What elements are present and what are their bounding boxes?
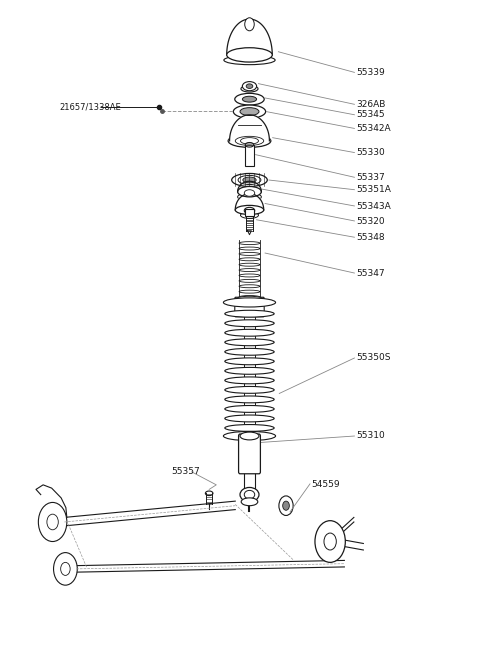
Ellipse shape (225, 358, 274, 365)
Ellipse shape (235, 93, 264, 105)
Ellipse shape (239, 269, 260, 271)
Polygon shape (229, 115, 269, 141)
Ellipse shape (225, 339, 274, 346)
FancyBboxPatch shape (244, 433, 255, 491)
Text: 55310: 55310 (356, 432, 385, 440)
Text: 55330: 55330 (356, 148, 385, 157)
Text: 55347: 55347 (356, 269, 385, 278)
Ellipse shape (241, 498, 258, 506)
Ellipse shape (228, 135, 271, 147)
Ellipse shape (225, 396, 274, 403)
Text: 55342A: 55342A (356, 124, 391, 133)
Ellipse shape (245, 143, 254, 147)
Ellipse shape (225, 377, 274, 384)
Ellipse shape (238, 187, 261, 197)
Polygon shape (235, 194, 264, 210)
Ellipse shape (225, 367, 274, 374)
Circle shape (38, 503, 67, 541)
Circle shape (283, 501, 289, 510)
Ellipse shape (239, 274, 260, 277)
Text: 55351A: 55351A (356, 185, 391, 194)
Ellipse shape (239, 296, 260, 298)
Text: 55337: 55337 (356, 173, 385, 182)
FancyBboxPatch shape (239, 428, 260, 441)
Polygon shape (227, 19, 272, 55)
Ellipse shape (225, 405, 274, 413)
Ellipse shape (232, 173, 267, 187)
Ellipse shape (239, 279, 260, 283)
Ellipse shape (242, 81, 257, 91)
Ellipse shape (246, 84, 253, 89)
Circle shape (279, 496, 293, 516)
Ellipse shape (227, 48, 272, 62)
Ellipse shape (225, 386, 274, 394)
Ellipse shape (225, 348, 274, 355)
Ellipse shape (225, 320, 274, 327)
Ellipse shape (240, 212, 259, 218)
Ellipse shape (240, 487, 259, 502)
Ellipse shape (239, 290, 260, 293)
Ellipse shape (225, 310, 274, 317)
Text: 55350S: 55350S (356, 353, 391, 362)
Ellipse shape (239, 258, 260, 261)
Ellipse shape (225, 415, 274, 422)
Ellipse shape (239, 284, 260, 288)
Ellipse shape (238, 175, 261, 185)
Ellipse shape (244, 190, 255, 196)
Ellipse shape (236, 296, 263, 302)
Ellipse shape (240, 432, 259, 440)
Ellipse shape (240, 108, 259, 116)
Text: 55339: 55339 (356, 68, 385, 77)
Circle shape (324, 533, 336, 550)
FancyBboxPatch shape (244, 296, 255, 440)
Text: 55320: 55320 (356, 217, 385, 225)
FancyBboxPatch shape (235, 297, 264, 317)
Ellipse shape (223, 298, 276, 307)
FancyBboxPatch shape (245, 210, 254, 215)
Ellipse shape (239, 252, 260, 256)
Ellipse shape (239, 247, 260, 250)
Text: 54559: 54559 (311, 480, 340, 489)
Ellipse shape (224, 56, 275, 64)
Ellipse shape (235, 206, 264, 214)
Ellipse shape (243, 177, 256, 183)
Text: 21657/1338AE: 21657/1338AE (60, 102, 121, 112)
Ellipse shape (244, 490, 255, 499)
Ellipse shape (244, 208, 255, 214)
FancyBboxPatch shape (245, 145, 254, 166)
Ellipse shape (233, 105, 265, 118)
Ellipse shape (239, 242, 260, 244)
Ellipse shape (241, 85, 258, 92)
FancyBboxPatch shape (239, 434, 261, 474)
Ellipse shape (238, 193, 261, 201)
Ellipse shape (225, 329, 274, 336)
Ellipse shape (239, 263, 260, 266)
Circle shape (245, 18, 254, 31)
Circle shape (315, 521, 345, 562)
Circle shape (54, 553, 77, 585)
Text: 55348: 55348 (356, 233, 385, 242)
Text: 326AB: 326AB (356, 100, 385, 109)
Text: 55357: 55357 (171, 467, 200, 476)
Ellipse shape (225, 424, 274, 432)
Text: 55343A: 55343A (356, 202, 391, 210)
Ellipse shape (223, 432, 276, 441)
Circle shape (60, 562, 70, 576)
Text: 55345: 55345 (356, 110, 385, 120)
Ellipse shape (205, 491, 213, 495)
Ellipse shape (242, 97, 257, 102)
Circle shape (47, 514, 58, 530)
